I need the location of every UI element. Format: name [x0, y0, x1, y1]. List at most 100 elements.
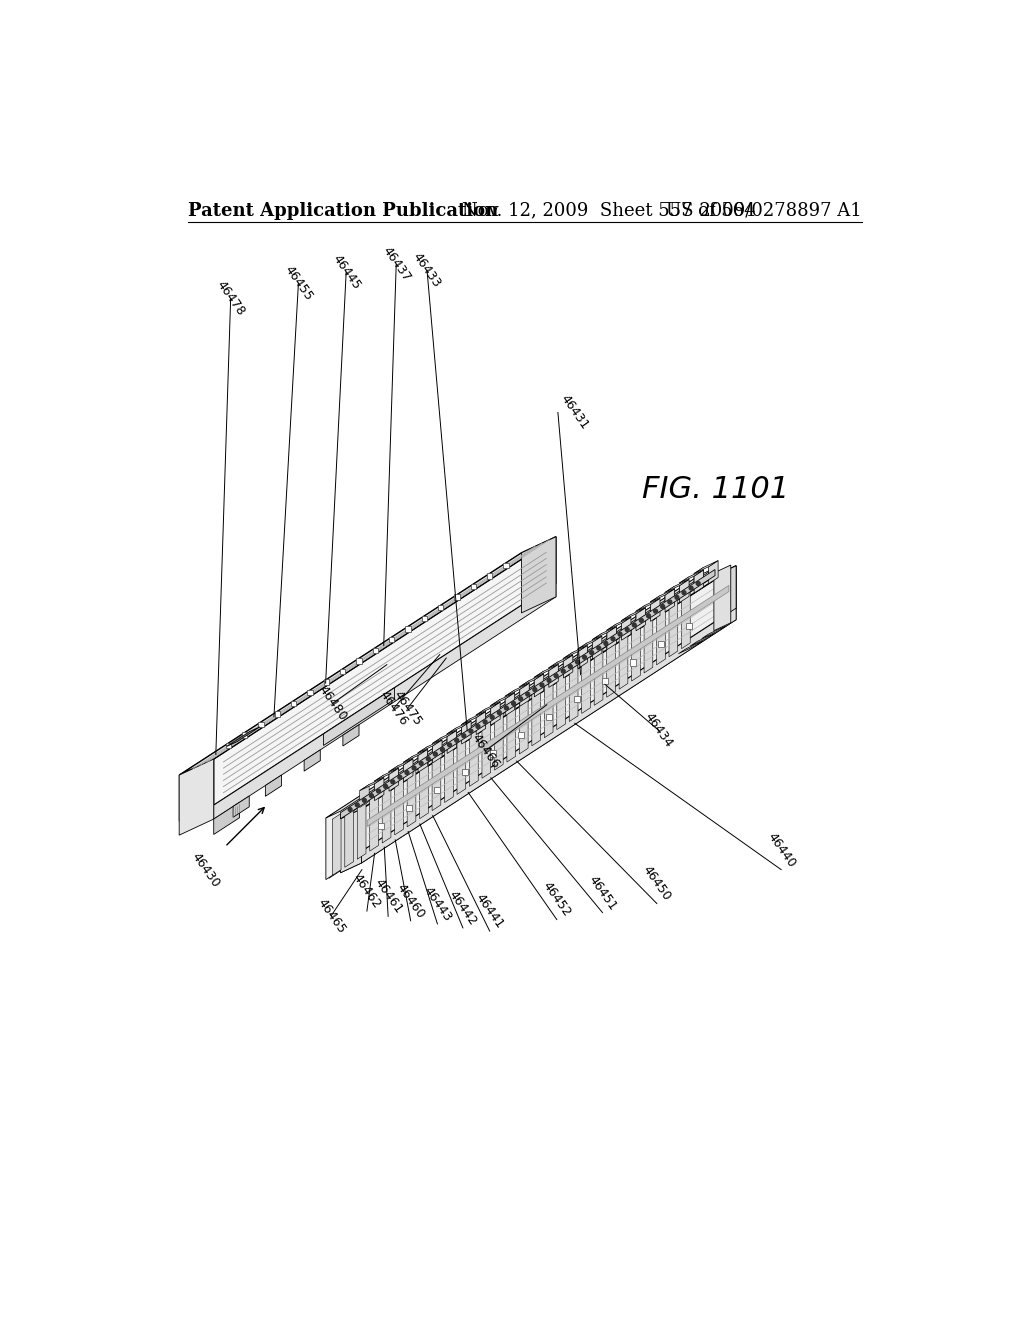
Polygon shape	[650, 598, 660, 622]
Circle shape	[682, 591, 686, 594]
Polygon shape	[432, 730, 457, 743]
Polygon shape	[490, 700, 500, 722]
Text: 46466: 46466	[469, 731, 502, 771]
Text: 46465: 46465	[314, 896, 348, 936]
FancyBboxPatch shape	[340, 669, 345, 675]
Circle shape	[519, 697, 522, 701]
Polygon shape	[432, 739, 442, 763]
FancyBboxPatch shape	[434, 787, 440, 793]
Polygon shape	[329, 573, 703, 878]
Polygon shape	[606, 618, 631, 630]
Polygon shape	[665, 589, 675, 612]
Polygon shape	[382, 781, 391, 843]
Polygon shape	[606, 635, 615, 697]
Text: Patent Application Publication: Patent Application Publication	[188, 202, 499, 219]
Circle shape	[362, 799, 367, 803]
Polygon shape	[505, 690, 514, 713]
Text: 46445: 46445	[330, 252, 362, 292]
Polygon shape	[179, 759, 214, 836]
Circle shape	[384, 784, 387, 788]
Polygon shape	[519, 673, 544, 686]
Polygon shape	[650, 595, 659, 619]
Circle shape	[597, 647, 601, 649]
Circle shape	[554, 673, 558, 677]
Polygon shape	[476, 711, 485, 735]
Polygon shape	[359, 784, 369, 808]
FancyBboxPatch shape	[378, 824, 384, 829]
Polygon shape	[408, 764, 416, 826]
Polygon shape	[644, 611, 653, 673]
Polygon shape	[535, 672, 544, 694]
FancyBboxPatch shape	[406, 805, 412, 810]
Polygon shape	[432, 748, 440, 810]
Circle shape	[532, 688, 537, 692]
Polygon shape	[694, 561, 718, 574]
FancyBboxPatch shape	[686, 623, 692, 630]
FancyBboxPatch shape	[504, 562, 509, 568]
Text: 46462: 46462	[350, 871, 384, 911]
Text: 46433: 46433	[411, 251, 443, 290]
Circle shape	[505, 706, 508, 710]
FancyBboxPatch shape	[291, 701, 296, 706]
Circle shape	[483, 719, 487, 723]
Polygon shape	[622, 618, 631, 640]
Polygon shape	[678, 640, 703, 653]
Circle shape	[668, 601, 672, 603]
Text: 46476: 46476	[377, 689, 411, 729]
Polygon shape	[214, 583, 556, 818]
Text: 46441: 46441	[473, 891, 506, 931]
Circle shape	[391, 780, 394, 784]
Circle shape	[476, 725, 480, 729]
Text: 46430: 46430	[189, 850, 222, 890]
Polygon shape	[521, 537, 556, 612]
Polygon shape	[368, 585, 729, 826]
Polygon shape	[403, 756, 413, 779]
Polygon shape	[680, 579, 689, 602]
Circle shape	[462, 734, 466, 738]
Polygon shape	[444, 741, 454, 803]
Polygon shape	[403, 759, 413, 781]
Circle shape	[433, 752, 437, 756]
Text: 46451: 46451	[586, 873, 620, 912]
Polygon shape	[549, 664, 558, 688]
FancyBboxPatch shape	[242, 733, 248, 738]
Polygon shape	[563, 645, 588, 659]
Text: FIG. 1101: FIG. 1101	[642, 475, 790, 504]
FancyBboxPatch shape	[225, 743, 231, 748]
Circle shape	[604, 642, 608, 645]
Polygon shape	[592, 627, 616, 640]
Polygon shape	[226, 727, 260, 746]
Text: Nov. 12, 2009  Sheet 557 of 564: Nov. 12, 2009 Sheet 557 of 564	[462, 202, 755, 219]
FancyBboxPatch shape	[307, 690, 312, 696]
Circle shape	[469, 729, 473, 733]
Text: 46434: 46434	[642, 710, 676, 750]
Polygon shape	[563, 655, 572, 678]
Polygon shape	[446, 727, 457, 751]
FancyBboxPatch shape	[356, 659, 361, 664]
Polygon shape	[340, 809, 361, 873]
FancyBboxPatch shape	[630, 660, 636, 665]
Polygon shape	[359, 777, 384, 791]
Polygon shape	[578, 645, 588, 668]
Circle shape	[512, 701, 515, 705]
Polygon shape	[563, 652, 572, 676]
Polygon shape	[476, 702, 500, 715]
Polygon shape	[507, 700, 516, 762]
Polygon shape	[403, 750, 427, 763]
Text: 46475: 46475	[391, 688, 424, 729]
Polygon shape	[333, 813, 341, 875]
Circle shape	[689, 586, 693, 590]
Polygon shape	[179, 595, 556, 834]
Polygon shape	[326, 568, 715, 818]
Polygon shape	[469, 725, 478, 787]
Circle shape	[426, 756, 430, 760]
Polygon shape	[482, 717, 490, 779]
Polygon shape	[669, 595, 678, 657]
Circle shape	[398, 775, 401, 779]
Polygon shape	[490, 693, 515, 706]
Polygon shape	[665, 579, 689, 593]
Text: 46442: 46442	[446, 888, 479, 928]
FancyBboxPatch shape	[373, 648, 378, 653]
Text: 46478: 46478	[214, 279, 248, 318]
Polygon shape	[343, 725, 359, 746]
